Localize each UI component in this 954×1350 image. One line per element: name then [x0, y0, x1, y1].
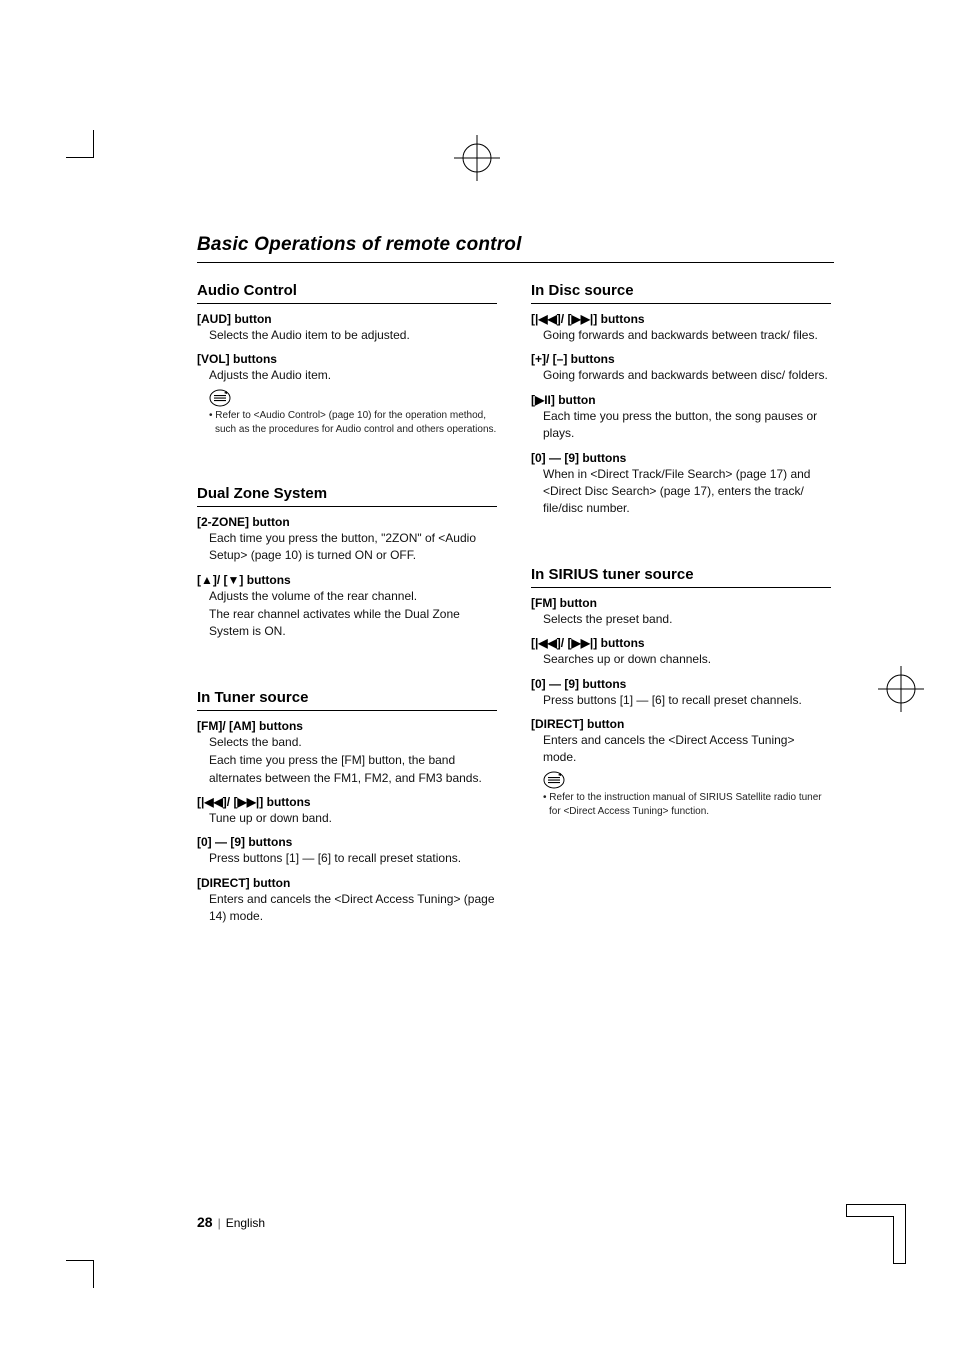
- registration-mark-top: [454, 135, 500, 181]
- item-description: Each time you press the button, the song…: [531, 408, 831, 443]
- section-heading: In Disc source: [531, 282, 831, 304]
- section-heading: In Tuner source: [197, 689, 497, 711]
- item-description: Enters and cancels the <Direct Access Tu…: [197, 891, 497, 926]
- page-footer: 28|English: [197, 1214, 265, 1230]
- left-column: Audio Control [AUD] buttonSelects the Aud…: [197, 282, 497, 925]
- item-description: Press buttons [1] — [6] to recall preset…: [197, 850, 497, 867]
- note-icon: [531, 771, 831, 789]
- item-label: [DIRECT] button: [531, 717, 831, 731]
- item-description: The rear channel activates while the Dua…: [197, 606, 497, 641]
- section: Audio Control [AUD] buttonSelects the Aud…: [197, 282, 497, 437]
- section-heading: In SIRIUS tuner source: [531, 566, 831, 588]
- item-label: [0] — [9] buttons: [531, 451, 831, 465]
- item-description: Selects the preset band.: [531, 611, 831, 628]
- item-description: When in <Direct Track/File Search> (page…: [531, 466, 831, 518]
- section-heading: Dual Zone System: [197, 485, 497, 507]
- item-label: [0] — [9] buttons: [531, 677, 831, 691]
- item-label: [0] — [9] buttons: [197, 835, 497, 849]
- section: In SIRIUS tuner source [FM] buttonSelects…: [531, 566, 831, 819]
- section: In Tuner source [FM]/ [AM] buttonsSelects…: [197, 689, 497, 926]
- item-label: [2-ZONE] button: [197, 515, 497, 529]
- item-description: Adjusts the Audio item.: [197, 367, 497, 384]
- section: In Disc source[|◀◀]/ [▶▶|] buttonsGoing …: [531, 282, 831, 518]
- language-label: English: [226, 1216, 265, 1230]
- item-description: Selects the band.: [197, 734, 497, 751]
- right-column: In Disc source[|◀◀]/ [▶▶|] buttonsGoing …: [531, 282, 831, 925]
- item-note: • Refer to the instruction manual of SIR…: [531, 791, 831, 819]
- crop-mark-bottom-left: [66, 1260, 94, 1288]
- item-label: [DIRECT] button: [197, 876, 497, 890]
- item-description: Selects the Audio item to be adjusted.: [197, 327, 497, 344]
- section: Dual Zone System [2-ZONE] buttonEach time…: [197, 485, 497, 641]
- item-note: • Refer to <Audio Control> (page 10) for…: [197, 409, 497, 437]
- note-icon: [197, 389, 497, 407]
- item-label: [FM] button: [531, 596, 831, 610]
- page-number: 28: [197, 1214, 213, 1230]
- registration-mark-right: [878, 666, 924, 712]
- item-label: [+]/ [–] buttons: [531, 352, 831, 366]
- item-description: Enters and cancels the <Direct Access Tu…: [531, 732, 831, 767]
- item-label: [AUD] button: [197, 312, 497, 326]
- crop-mark-bottom-right: [846, 1204, 906, 1264]
- item-description: Each time you press the button, "2ZON" o…: [197, 530, 497, 565]
- item-description: Searches up or down channels.: [531, 651, 831, 668]
- section-heading: Audio Control: [197, 282, 497, 304]
- item-label: [▲]/ [▼] buttons: [197, 573, 497, 587]
- item-label: [|◀◀]/ [▶▶|] buttons: [531, 636, 831, 650]
- item-description: Adjusts the volume of the rear channel.: [197, 588, 497, 605]
- item-label: [▶II] button: [531, 393, 831, 407]
- item-description: Tune up or down band.: [197, 810, 497, 827]
- page-title: Basic Operations of remote control: [197, 234, 834, 263]
- item-label: [|◀◀]/ [▶▶|] buttons: [531, 312, 831, 326]
- item-label: [VOL] buttons: [197, 352, 497, 366]
- item-label: [FM]/ [AM] buttons: [197, 719, 497, 733]
- item-description: Each time you press the [FM] button, the…: [197, 752, 497, 787]
- content-columns: Audio Control [AUD] buttonSelects the Aud…: [197, 282, 834, 925]
- item-description: Going forwards and backwards between dis…: [531, 367, 831, 384]
- item-description: Press buttons [1] — [6] to recall preset…: [531, 692, 831, 709]
- item-description: Going forwards and backwards between tra…: [531, 327, 831, 344]
- item-label: [|◀◀]/ [▶▶|] buttons: [197, 795, 497, 809]
- crop-mark-top-left: [66, 130, 94, 158]
